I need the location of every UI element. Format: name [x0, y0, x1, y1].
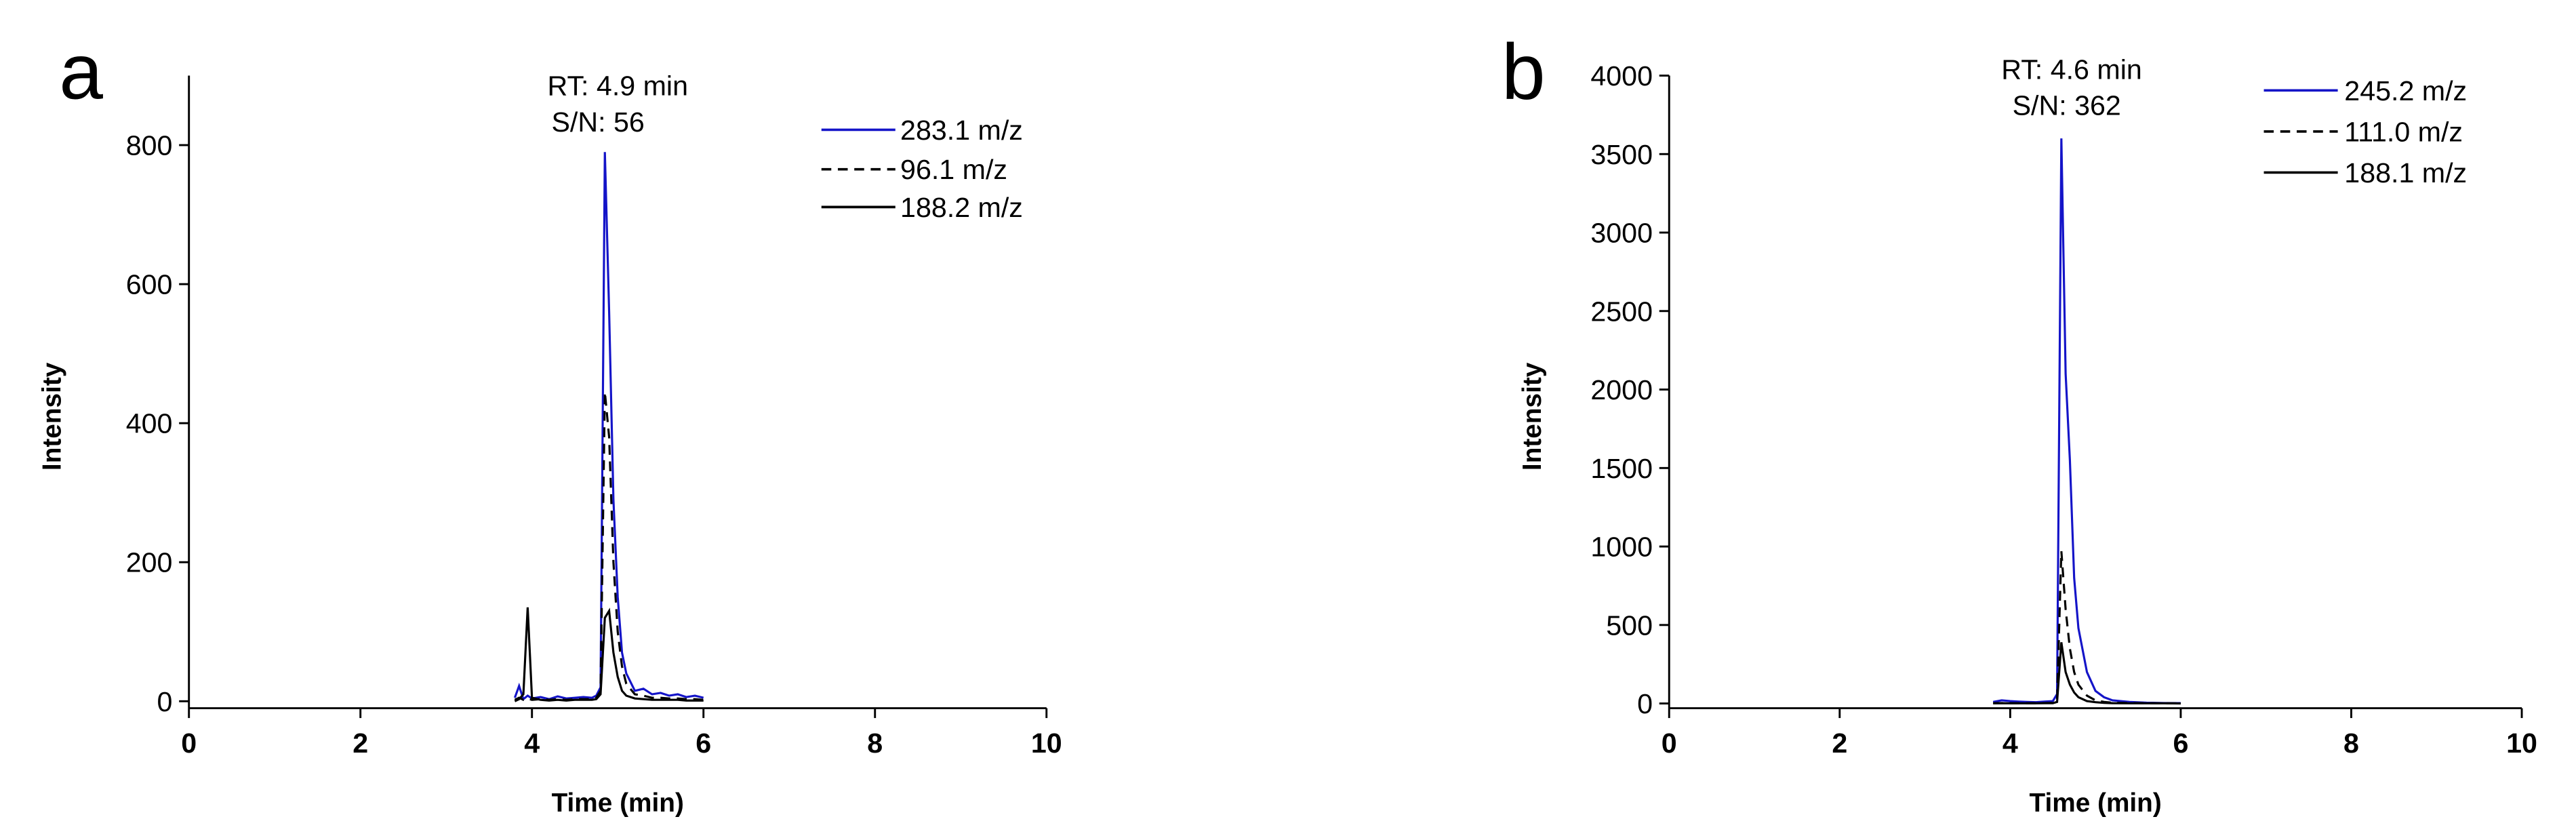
series-line [514, 607, 704, 702]
x-axis-title: Time (min) [552, 789, 684, 818]
x-tick-label: 8 [867, 727, 883, 759]
y-tick-label: 1000 [1590, 532, 1653, 563]
legend-label: 111.0 m/z [2344, 116, 2463, 147]
x-tick-label: 6 [2173, 727, 2188, 759]
y-tick-label: 200 [126, 547, 173, 578]
annotation: S/N: 362 [2013, 90, 2121, 121]
y-axis-title: Intensity [1518, 362, 1547, 471]
series-line [1993, 551, 2181, 704]
y-tick-label: 400 [126, 408, 173, 439]
x-axis-title: Time (min) [2029, 789, 2161, 818]
y-tick-label: 600 [126, 269, 173, 300]
x-tick-label: 10 [2506, 727, 2537, 759]
x-tick-label: 4 [2003, 727, 2018, 759]
annotation: RT: 4.6 min [2001, 54, 2142, 85]
x-tick-label: 4 [524, 727, 540, 759]
panel-label: a [59, 27, 103, 115]
panel-label: b [1502, 27, 1546, 115]
legend-label: 188.2 m/z [900, 192, 1023, 223]
series-line [1993, 642, 2181, 705]
x-tick-label: 2 [353, 727, 368, 759]
x-tick-label: 2 [1832, 727, 1847, 759]
x-tick-label: 8 [2343, 727, 2359, 759]
annotation: S/N: 56 [551, 106, 644, 138]
y-tick-label: 0 [1637, 688, 1653, 719]
series-line [513, 152, 704, 701]
y-tick-label: 800 [126, 130, 173, 161]
x-tick-label: 0 [181, 727, 197, 759]
annotation: RT: 4.9 min [547, 71, 688, 102]
y-tick-label: 3500 [1590, 139, 1653, 170]
legend-label: 245.2 m/z [2344, 75, 2467, 106]
legend-label: 283.1 m/z [900, 115, 1023, 146]
y-tick-label: 500 [1606, 610, 1653, 641]
y-axis-title: Intensity [38, 362, 67, 471]
x-tick-label: 10 [1031, 727, 1062, 759]
x-tick-label: 0 [1662, 727, 1677, 759]
legend-label: 188.1 m/z [2344, 157, 2467, 188]
x-tick-label: 6 [696, 727, 711, 759]
y-tick-label: 4000 [1590, 60, 1653, 92]
y-tick-label: 1500 [1590, 453, 1653, 484]
y-tick-label: 0 [157, 686, 173, 717]
legend-label: 96.1 m/z [900, 154, 1007, 185]
y-tick-label: 2000 [1590, 374, 1653, 405]
series-line [514, 391, 704, 701]
y-tick-label: 2500 [1590, 296, 1653, 327]
series-line [1992, 138, 2181, 704]
y-tick-label: 3000 [1590, 218, 1653, 249]
